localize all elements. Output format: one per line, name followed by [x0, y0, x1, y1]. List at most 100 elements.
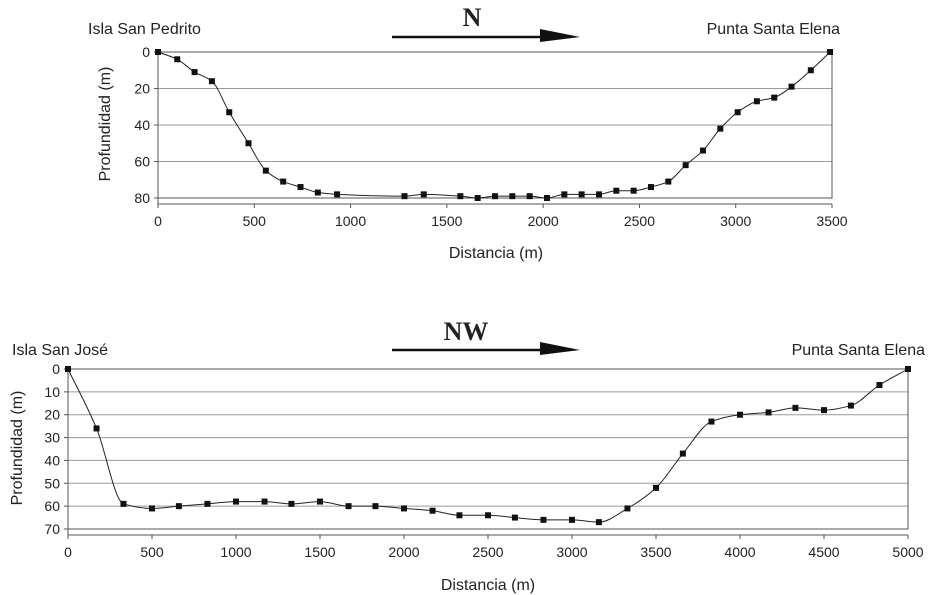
x-tick-label: 500	[140, 544, 164, 560]
data-point	[595, 519, 602, 526]
data-point	[647, 184, 654, 191]
data-point	[261, 498, 268, 505]
data-point	[233, 498, 239, 505]
x-tick-label: 0	[154, 213, 162, 229]
x-tick-label: 3000	[556, 544, 587, 560]
data-point	[699, 147, 706, 154]
data-point	[526, 193, 533, 200]
y-axis-title: Profundidad (m)	[9, 391, 26, 506]
data-point	[262, 167, 269, 174]
data-point	[65, 366, 71, 372]
data-point	[569, 516, 575, 523]
left-location-label: Isla San Pedrito	[88, 21, 201, 38]
x-tick-label: 3000	[720, 213, 751, 229]
data-point	[792, 404, 799, 411]
data-point	[457, 193, 464, 200]
data-point	[717, 125, 724, 132]
right-location-label: Punta Santa Elena	[707, 21, 841, 38]
data-point	[474, 195, 481, 201]
data-point	[682, 162, 689, 169]
data-point	[753, 98, 760, 105]
x-tick-label: 1000	[335, 213, 366, 229]
data-point	[543, 195, 550, 201]
data-point	[653, 484, 659, 491]
x-tick-label: 1500	[304, 544, 335, 560]
data-point	[509, 193, 516, 200]
data-point	[485, 512, 491, 519]
x-tick-label: 2500	[472, 544, 503, 560]
y-tick-label: 10	[44, 384, 60, 400]
data-point	[120, 500, 127, 507]
data-point	[155, 49, 161, 55]
data-point	[665, 178, 672, 185]
data-point	[679, 450, 686, 457]
y-tick-label: 30	[44, 430, 60, 446]
y-tick-label: 20	[134, 81, 150, 97]
data-point	[401, 505, 407, 512]
data-point	[827, 49, 834, 55]
x-axis-title: Distancia (m)	[441, 577, 535, 594]
left-location-label: Isla San José	[12, 342, 108, 359]
data-point	[821, 407, 827, 414]
data-point	[245, 140, 252, 147]
y-axis-title: Profundidad (m)	[97, 67, 114, 182]
data-point	[492, 193, 498, 200]
data-point	[420, 191, 427, 198]
data-point	[737, 411, 743, 418]
data-point	[540, 516, 547, 523]
data-point	[578, 191, 585, 198]
data-point	[401, 193, 408, 200]
profile-chart-nw: Isla San José Punta Santa Elena NW 0 10 20…	[9, 317, 925, 594]
data-point	[456, 512, 463, 519]
data-point	[297, 184, 304, 191]
profile-chart-n: Isla San Pedrito Punta Santa Elena N 0 20…	[88, 3, 848, 262]
direction-label: NW	[444, 317, 489, 346]
data-point	[905, 366, 911, 372]
data-point	[613, 187, 620, 194]
data-point	[280, 178, 287, 185]
data-point	[175, 503, 182, 510]
data-point	[204, 500, 211, 507]
y-tick-label: 60	[134, 154, 150, 170]
x-tick-label: 2000	[528, 213, 559, 229]
data-point	[595, 191, 602, 198]
data-point	[847, 402, 854, 409]
y-tick-label: 40	[134, 117, 150, 133]
data-point	[429, 507, 436, 514]
data-point	[624, 505, 631, 512]
y-tick-label: 50	[44, 475, 60, 491]
direction-label: N	[463, 3, 482, 32]
right-location-label: Punta Santa Elena	[792, 342, 926, 359]
x-tick-label: 1500	[431, 213, 462, 229]
data-point	[372, 503, 379, 510]
data-point	[708, 418, 715, 425]
y-tick-label: 70	[44, 521, 60, 537]
y-tick-label: 80	[134, 190, 150, 206]
data-point	[771, 94, 778, 101]
data-point	[876, 382, 883, 388]
data-point	[334, 191, 341, 198]
data-point	[630, 187, 637, 194]
data-point	[174, 56, 181, 63]
x-tick-label: 5000	[892, 544, 923, 560]
x-tick-label: 3500	[640, 544, 671, 560]
data-point	[288, 500, 295, 507]
data-point	[317, 498, 323, 505]
data-point	[149, 505, 155, 512]
y-tick-label: 20	[44, 407, 60, 423]
data-point	[788, 83, 795, 90]
x-tick-label: 2500	[624, 213, 655, 229]
x-axis-title: Distancia (m)	[449, 245, 543, 262]
data-point	[93, 425, 100, 432]
data-point	[765, 409, 772, 416]
y-tick-label: 0	[142, 44, 150, 60]
y-tick-label: 0	[52, 361, 60, 377]
data-point	[208, 78, 215, 85]
data-point	[345, 503, 352, 510]
direction-arrow-icon	[392, 342, 580, 355]
x-tick-label: 3500	[816, 213, 847, 229]
x-tick-label: 2000	[388, 544, 419, 560]
data-point	[226, 109, 233, 116]
x-tick-label: 500	[243, 213, 267, 229]
data-point	[734, 109, 741, 116]
